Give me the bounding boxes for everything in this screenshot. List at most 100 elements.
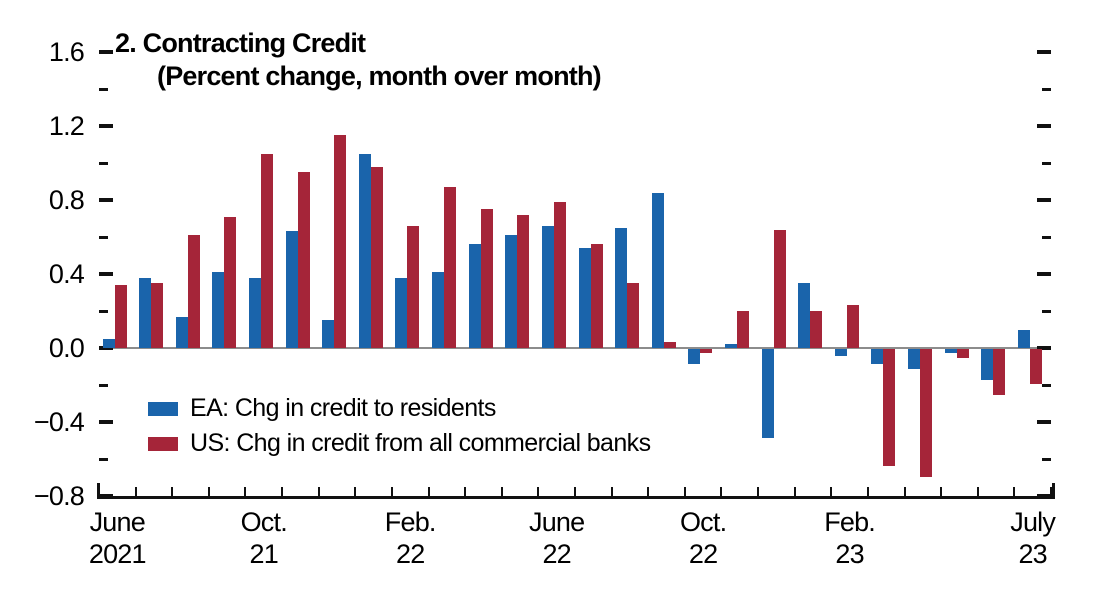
- us-bar: [224, 216, 237, 348]
- x-month-tick: [757, 487, 760, 496]
- us-bar: [407, 225, 420, 348]
- y-minor-tick-right: [1042, 383, 1051, 387]
- x-axis-line: [97, 496, 1055, 499]
- us-bar: [297, 172, 310, 348]
- zero-gridline: [99, 347, 1051, 349]
- x-axis-label: June 22: [492, 506, 622, 570]
- y-major-tick-left: [99, 124, 113, 128]
- y-major-tick-left: [99, 420, 113, 424]
- ea-bar: [139, 277, 152, 348]
- x-month-tick: [500, 487, 503, 496]
- x-month-tick: [281, 487, 284, 496]
- chart-subtitle: (Percent change, month over month): [157, 61, 602, 91]
- x-month-tick: [1050, 487, 1052, 496]
- x-month-tick: [574, 487, 576, 496]
- x-month-tick: [830, 487, 833, 496]
- x-axis-label-month: Feb.: [384, 507, 437, 537]
- ea-series-swatch: [148, 401, 178, 416]
- x-month-tick: [866, 487, 869, 496]
- us-bar: [846, 305, 859, 348]
- y-minor-tick-right: [1042, 457, 1051, 461]
- ea-bar: [944, 349, 957, 353]
- y-minor-tick-right: [1042, 87, 1051, 91]
- x-axis-label: Feb. 23: [785, 506, 915, 570]
- y-major-tick-right: [1037, 272, 1051, 276]
- y-major-tick-right: [1037, 346, 1051, 350]
- y-major-tick-right: [1037, 420, 1051, 424]
- y-axis-label: −0.8: [33, 481, 85, 511]
- ea-bar: [175, 316, 188, 348]
- y-major-tick-right: [1037, 50, 1051, 54]
- y-axis-label: 1.6: [48, 37, 85, 67]
- legend-item-us: US: Chg in credit from all commercial ba…: [148, 426, 651, 461]
- ea-bar: [102, 338, 115, 348]
- y-minor-tick-left: [99, 457, 108, 461]
- x-month-tick: [793, 487, 796, 496]
- ea-series-label: EA: Chg in credit to residents: [190, 394, 496, 422]
- y-axis-label: 0.4: [48, 259, 85, 289]
- x-axis-label-month: Oct.: [679, 507, 727, 537]
- us-bar: [370, 166, 383, 348]
- ea-bar: [578, 248, 591, 348]
- us-bar: [334, 135, 347, 348]
- y-minor-tick-right: [1042, 309, 1051, 313]
- x-month-tick: [98, 487, 100, 496]
- y-axis-label: 0.8: [48, 185, 85, 215]
- ea-bar: [834, 349, 847, 357]
- ea-bar: [395, 277, 408, 348]
- y-minor-tick-left: [99, 383, 108, 387]
- ea-bar: [651, 192, 664, 348]
- us-bar: [956, 349, 969, 359]
- x-month-tick: [1013, 487, 1016, 496]
- x-axis-label-year: 23: [1018, 539, 1047, 569]
- x-month-tick: [134, 487, 137, 496]
- x-month-tick: [610, 487, 613, 496]
- x-axis-label-year: 23: [835, 539, 864, 569]
- x-axis-label-year: 22: [688, 539, 718, 569]
- y-minor-tick-left: [99, 235, 108, 239]
- ea-bar: [981, 349, 994, 381]
- us-bar: [736, 311, 749, 348]
- us-bar: [260, 153, 273, 348]
- x-month-tick: [317, 487, 320, 496]
- x-axis-label: Oct. 21: [199, 506, 329, 570]
- x-month-tick: [244, 487, 247, 496]
- ea-bar: [724, 344, 737, 348]
- y-major-tick-right: [1037, 494, 1051, 498]
- y-major-tick-left: [99, 50, 113, 54]
- x-axis-label-year: 22: [542, 539, 571, 569]
- us-bar: [920, 349, 933, 477]
- us-bar: [187, 235, 200, 348]
- us-bar: [444, 187, 457, 348]
- y-minor-tick-left: [99, 87, 108, 91]
- y-minor-tick-left: [99, 309, 108, 313]
- ea-bar: [871, 349, 884, 364]
- us-bar: [553, 201, 566, 348]
- x-month-tick: [464, 487, 467, 496]
- us-bar: [883, 349, 896, 466]
- y-minor-tick-right: [1042, 235, 1051, 239]
- ea-bar: [505, 235, 518, 348]
- x-axis-label: June 2021: [52, 506, 182, 570]
- us-bar: [993, 349, 1006, 396]
- ea-bar: [798, 283, 811, 348]
- ea-bar: [908, 349, 921, 370]
- ea-bar: [322, 320, 335, 348]
- x-axis-label-year: 2021: [88, 539, 147, 569]
- y-axis-label: 0.0: [48, 333, 85, 363]
- y-major-tick-right: [1037, 124, 1051, 128]
- y-major-tick-right: [1037, 198, 1051, 202]
- us-bar: [663, 342, 676, 348]
- ea-bar: [761, 349, 774, 438]
- ea-bar: [432, 272, 445, 348]
- chart-title: 2. Contracting Credit: [115, 28, 366, 58]
- x-month-tick: [427, 487, 430, 496]
- y-major-tick-left: [99, 198, 113, 202]
- ea-bar: [285, 231, 298, 348]
- x-axis-label-year: 21: [249, 539, 279, 569]
- us-bar: [151, 283, 164, 348]
- us-bar: [627, 283, 640, 348]
- y-axis-label: −0.4: [33, 407, 85, 437]
- x-month-tick: [903, 487, 906, 496]
